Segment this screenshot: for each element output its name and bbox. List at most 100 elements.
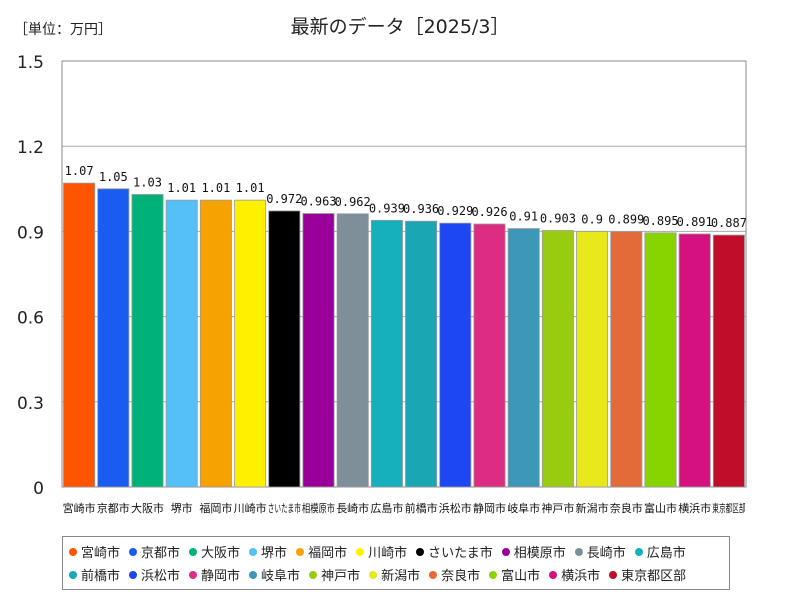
legend-dot-icon xyxy=(549,570,558,579)
legend-item: 静岡市 xyxy=(189,563,240,586)
x-tick-label: 静岡市 xyxy=(473,501,506,515)
x-tick-label: 京都市 xyxy=(97,501,130,515)
legend-item: 堺市 xyxy=(249,540,287,563)
value-label: 1.01 xyxy=(201,181,230,195)
bar xyxy=(610,231,643,488)
legend-label: 前橋市 xyxy=(81,569,121,584)
legend-dot-icon xyxy=(501,547,510,556)
legend-dot-icon xyxy=(574,547,583,556)
bar xyxy=(370,219,403,488)
legend-dot-icon xyxy=(69,547,77,556)
x-tick-label: 新潟市 xyxy=(576,501,609,515)
value-label: 0.899 xyxy=(608,213,644,227)
x-tick-label: 富山市 xyxy=(644,501,677,515)
legend-label: 京都市 xyxy=(141,546,181,561)
value-label: 0.891 xyxy=(677,215,713,229)
value-label: 1.07 xyxy=(65,164,94,178)
legend-item: 新潟市 xyxy=(369,563,420,586)
legend-item: 相模原市 xyxy=(501,540,566,563)
legend-item: 宮崎市 xyxy=(69,540,120,563)
legend-label: 新潟市 xyxy=(381,569,421,584)
value-label: 0.929 xyxy=(437,204,473,218)
x-tick-label: 川崎市 xyxy=(234,501,267,515)
y-tick-label: 0.9 xyxy=(17,223,44,243)
legend-label: 宮崎市 xyxy=(81,546,121,561)
legend-dot-icon xyxy=(189,547,198,556)
value-label: 1.01 xyxy=(167,181,196,195)
bar xyxy=(131,194,164,488)
y-tick-label: 0.3 xyxy=(17,394,44,414)
bar xyxy=(473,223,506,488)
legend-item: さいたま市 xyxy=(416,540,493,563)
legend-label: 浜松市 xyxy=(141,569,181,584)
x-tick-label: 東京都区部 xyxy=(712,501,745,515)
value-label: 0.887 xyxy=(711,216,747,230)
y-tick-label: 0 xyxy=(33,479,44,499)
plot-frame xyxy=(61,60,747,488)
legend-label: 大阪市 xyxy=(201,546,241,561)
x-tick-label: 相模原市 xyxy=(302,501,335,515)
legend-item: 京都市 xyxy=(129,540,180,563)
legend-dot-icon xyxy=(609,570,618,579)
unit-label: ［単位：万円］ xyxy=(14,22,112,38)
legend-label: 福岡市 xyxy=(308,546,348,561)
grid xyxy=(61,60,747,488)
legend-dot-icon xyxy=(69,570,77,579)
legend-label: 奈良市 xyxy=(441,569,481,584)
legend-label: 神戸市 xyxy=(321,569,361,584)
bar xyxy=(234,199,267,488)
legend-dot-icon xyxy=(634,547,643,556)
legend-label: 長崎市 xyxy=(586,546,626,561)
legend-dot-icon xyxy=(296,547,305,556)
legend-item: 奈良市 xyxy=(429,563,480,586)
legend-dot-icon xyxy=(489,570,498,579)
legend-label: 岐阜市 xyxy=(261,569,301,584)
value-label: 0.936 xyxy=(403,202,439,216)
x-tick-label: 宮崎市 xyxy=(63,501,96,515)
x-tick-label: 堺市 xyxy=(171,501,193,515)
legend-dot-icon xyxy=(249,570,258,579)
y-tick-label: 0.6 xyxy=(17,309,44,329)
y-axis: 0 0.3 0.6 0.9 1.2 1.5 xyxy=(17,53,44,499)
value-label: 0.903 xyxy=(540,212,576,226)
bar xyxy=(336,213,369,488)
x-tick-label: さいたま市 xyxy=(268,501,301,515)
value-label: 0.963 xyxy=(300,195,336,209)
value-label: 0.939 xyxy=(369,201,405,215)
legend-dot-icon xyxy=(249,547,258,556)
legend-item: 浜松市 xyxy=(129,563,180,586)
value-label: 0.91 xyxy=(509,210,538,224)
value-label: 0.926 xyxy=(471,205,507,219)
bar xyxy=(268,210,301,488)
legend-dot-icon xyxy=(429,570,438,579)
legend-dot-icon xyxy=(309,570,318,579)
x-tick-label: 福岡市 xyxy=(199,501,232,515)
legend-dot-icon xyxy=(189,570,198,579)
value-labels: 1.07 1.05 1.03 1.01 1.01 1.010.9720.9630.9620… xyxy=(65,164,747,230)
legend-item: 大阪市 xyxy=(189,540,240,563)
bar xyxy=(507,228,540,488)
x-tick-label: 広島市 xyxy=(370,501,403,515)
legend-item: 前橋市 xyxy=(69,563,120,586)
x-tick-label: 神戸市 xyxy=(541,501,574,515)
bar xyxy=(165,199,198,488)
value-label: 1.03 xyxy=(133,175,162,189)
bar xyxy=(644,232,677,488)
x-tick-label: 岐阜市 xyxy=(507,501,540,515)
bar xyxy=(541,230,574,488)
bar xyxy=(199,199,232,488)
legend-item: 福岡市 xyxy=(296,540,347,563)
bar xyxy=(439,222,472,488)
legend-item: 横浜市 xyxy=(549,563,600,586)
legend-item: 神戸市 xyxy=(309,563,360,586)
legend-label: 広島市 xyxy=(646,546,686,561)
bar xyxy=(678,233,711,488)
bar xyxy=(712,234,745,488)
legend-dot-icon xyxy=(356,547,365,556)
value-label: 0.962 xyxy=(335,195,371,209)
value-label: 1.01 xyxy=(236,181,265,195)
legend-dot-icon xyxy=(416,547,425,556)
y-tick-label: 1.5 xyxy=(17,53,44,73)
value-label: 1.05 xyxy=(99,170,128,184)
